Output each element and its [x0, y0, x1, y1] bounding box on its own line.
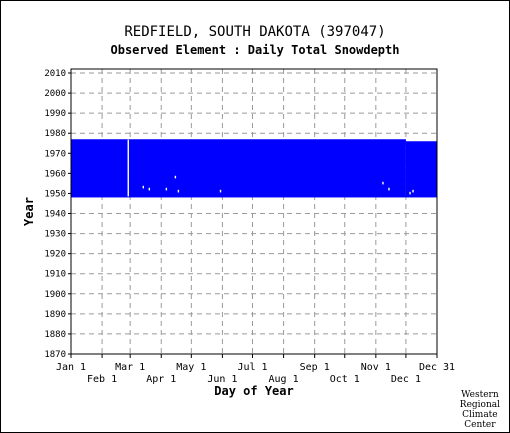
missing-data-point [174, 175, 177, 179]
credit-line: Western [461, 390, 499, 400]
observed-data-block [405, 141, 437, 198]
missing-data-point [127, 167, 129, 171]
missing-data-point [127, 169, 129, 173]
credit-line: Center [464, 420, 496, 430]
y-tick-label: 1960 [44, 169, 66, 179]
observed-data-block [71, 139, 406, 198]
x-tick-label: Jul 1 [237, 362, 267, 373]
missing-data-point [127, 161, 129, 165]
x-tick-label: Sep 1 [300, 362, 330, 373]
missing-data-point [127, 147, 129, 151]
missing-data-point [127, 155, 129, 159]
y-tick-label: 1870 [44, 350, 66, 360]
y-tick-label: 1950 [44, 189, 66, 199]
missing-data-point [127, 145, 129, 149]
y-tick-label: 1890 [44, 310, 66, 320]
chart-subtitle: Observed Element : Daily Total Snowdepth [110, 43, 400, 57]
y-tick-label: 1970 [44, 149, 66, 159]
missing-data-point [127, 189, 129, 193]
y-tick-label: 1920 [44, 250, 66, 260]
y-tick-label: 1990 [44, 109, 66, 119]
missing-data-point [148, 187, 151, 191]
missing-data-point [382, 181, 384, 185]
missing-data-point [127, 159, 129, 163]
credit-line: Climate [462, 410, 498, 420]
missing-data-point [127, 183, 129, 187]
missing-data-point [127, 175, 129, 179]
x-tick-label: Oct 1 [330, 374, 360, 385]
x-tick-label: May 1 [176, 362, 206, 373]
y-tick-label: 1940 [44, 210, 66, 220]
credit-line: Regional [459, 400, 500, 410]
missing-data-point [127, 193, 129, 197]
credit-block: Western Regional Climate Center [460, 390, 500, 430]
missing-data-point [412, 189, 414, 193]
plot-area [71, 69, 437, 354]
y-tick-label: 2000 [44, 89, 66, 99]
missing-data-point [177, 189, 180, 193]
missing-data-point [127, 163, 129, 167]
missing-data-point [127, 185, 129, 189]
missing-data-point [127, 165, 129, 169]
missing-data-point [127, 157, 129, 161]
missing-data-point [127, 173, 129, 177]
missing-data-point [127, 191, 129, 195]
x-tick-label: Jun 1 [207, 374, 237, 385]
x-tick-label: Apr 1 [146, 374, 176, 385]
missing-data-point [127, 143, 129, 147]
missing-data-point [127, 139, 129, 143]
missing-data-point [409, 191, 411, 195]
missing-data-point [127, 187, 129, 191]
missing-data-point [127, 179, 129, 183]
y-axis-title: Year [22, 197, 36, 226]
missing-data-point [127, 151, 129, 155]
missing-data-point [127, 141, 129, 145]
missing-data-point [127, 153, 129, 157]
y-tick-label: 1900 [44, 290, 66, 300]
missing-data-point [142, 185, 144, 189]
missing-data-point [127, 177, 129, 181]
missing-data-point [127, 149, 129, 153]
x-tick-label: Mar 1 [115, 362, 145, 373]
y-tick-label: 1880 [44, 330, 66, 340]
x-tick-label: Dec 31 [419, 362, 455, 373]
y-tick-label: 1980 [44, 129, 66, 139]
y-tick-label: 1930 [44, 230, 66, 240]
y-tick-label: 1910 [44, 270, 66, 280]
missing-data-point [388, 187, 390, 191]
y-tick-label: 2010 [44, 69, 66, 79]
missing-data-point [219, 189, 222, 193]
x-tick-label: Nov 1 [361, 362, 391, 373]
x-axis-title: Day of Year [214, 384, 293, 398]
x-tick-label: Aug 1 [269, 374, 299, 385]
x-tick-label: Dec 1 [391, 374, 421, 385]
missing-data-point [127, 181, 129, 185]
x-tick-label: Feb 1 [87, 374, 117, 385]
x-tick-label: Jan 1 [56, 362, 86, 373]
chart-title: REDFIELD, SOUTH DAKOTA (397047) [124, 24, 386, 40]
plot-border [70, 68, 438, 355]
missing-data-point [165, 187, 168, 191]
missing-data-point [127, 171, 129, 175]
